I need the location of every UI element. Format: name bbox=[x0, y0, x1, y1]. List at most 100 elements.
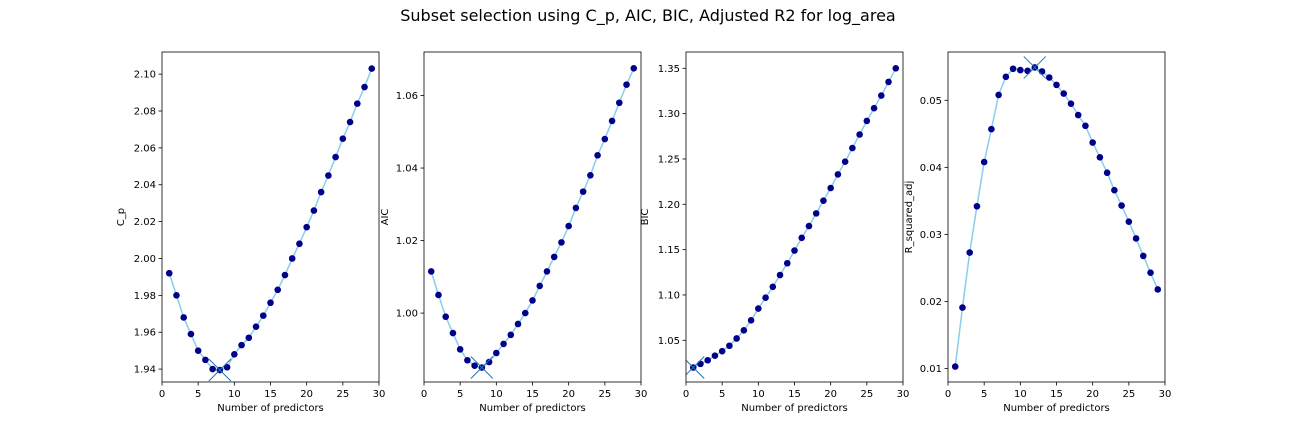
data-point-r2adj-17 bbox=[1067, 100, 1075, 107]
best-marker-r2adj bbox=[1023, 56, 1047, 79]
data-point-r2adj-15 bbox=[1053, 81, 1060, 89]
data-point-bic-12 bbox=[769, 283, 777, 291]
y-tick-label-cp-5: 2.04 bbox=[134, 180, 156, 191]
x-tick-label-aic-30: 30 bbox=[635, 389, 648, 400]
x-axis-label-aic: Number of predictors bbox=[479, 403, 586, 414]
best-marker-aic bbox=[470, 356, 494, 379]
y-tick-label-bic-5: 1.30 bbox=[658, 109, 680, 120]
best-marker-bic bbox=[686, 356, 705, 379]
data-point-cp-17 bbox=[281, 271, 289, 279]
data-point-cp-14 bbox=[259, 312, 267, 319]
plot-area-r2adj bbox=[951, 56, 1162, 370]
data-point-bic-19 bbox=[820, 197, 827, 204]
data-point-cp-21 bbox=[310, 207, 318, 214]
data-point-bic-14 bbox=[783, 259, 791, 267]
best-marker-cp bbox=[208, 358, 232, 382]
data-point-r2adj-7 bbox=[995, 91, 1002, 99]
data-point-bic-3 bbox=[704, 356, 711, 364]
data-point-bic-2 bbox=[697, 360, 704, 368]
data-point-r2adj-18 bbox=[1074, 111, 1082, 119]
data-point-aic-4 bbox=[449, 329, 457, 337]
y-tick-label-bic-3: 1.20 bbox=[658, 200, 680, 211]
data-point-aic-1 bbox=[427, 268, 435, 275]
data-point-cp-4 bbox=[187, 330, 195, 338]
data-point-cp-26 bbox=[346, 118, 354, 126]
x-tick-label-aic-20: 20 bbox=[562, 389, 575, 400]
data-point-aic-16 bbox=[536, 282, 544, 290]
data-point-r2adj-26 bbox=[1132, 235, 1140, 242]
data-point-bic-17 bbox=[805, 222, 813, 230]
best-marker-stroke bbox=[470, 356, 494, 379]
y-tick-label-r2adj-0: 0.01 bbox=[920, 364, 942, 375]
data-point-r2adj-25 bbox=[1125, 218, 1133, 225]
data-point-r2adj-22 bbox=[1103, 169, 1111, 177]
data-point-aic-19 bbox=[558, 239, 565, 246]
data-point-bic-13 bbox=[776, 271, 784, 279]
y-tick-label-aic-3: 1.06 bbox=[396, 91, 418, 102]
data-point-cp-7 bbox=[209, 365, 216, 373]
data-point-aic-17 bbox=[543, 268, 551, 275]
data-point-aic-9 bbox=[485, 358, 493, 366]
data-point-aic-14 bbox=[521, 309, 529, 317]
data-point-bic-27 bbox=[878, 92, 885, 99]
data-point-cp-23 bbox=[325, 172, 332, 179]
x-tick-label-r2adj-20: 20 bbox=[1086, 389, 1099, 400]
data-point-bic-7 bbox=[733, 335, 740, 342]
data-point-bic-21 bbox=[834, 171, 842, 178]
y-tick-label-cp-1: 1.96 bbox=[134, 328, 156, 339]
data-point-r2adj-28 bbox=[1147, 269, 1154, 276]
data-point-aic-12 bbox=[507, 331, 515, 339]
best-marker-stroke bbox=[686, 356, 705, 376]
data-point-aic-28 bbox=[623, 81, 630, 88]
data-point-aic-6 bbox=[464, 356, 471, 364]
y-axis-label-r2adj: R_squared_adj bbox=[904, 181, 915, 254]
x-axis-label-bic: Number of predictors bbox=[741, 403, 848, 414]
data-point-r2adj-24 bbox=[1118, 202, 1125, 209]
data-point-cp-11 bbox=[238, 341, 245, 349]
data-point-aic-20 bbox=[565, 222, 572, 230]
y-tick-label-cp-6: 2.06 bbox=[134, 143, 156, 154]
x-tick-label-aic-0: 0 bbox=[421, 389, 427, 400]
data-point-bic-28 bbox=[885, 78, 892, 86]
data-point-aic-5 bbox=[456, 346, 464, 353]
x-tick-label-cp-15: 15 bbox=[264, 389, 277, 400]
data-point-cp-19 bbox=[296, 240, 303, 248]
data-point-r2adj-11 bbox=[1024, 67, 1031, 75]
data-point-aic-24 bbox=[594, 152, 601, 159]
chart-cp: 0 5 10 15 20 25 30 1.94 1.96 1.98 2.00 2.02 2.04 2.06… bbox=[116, 51, 385, 414]
data-point-cp-27 bbox=[354, 100, 361, 107]
data-point-bic-20 bbox=[827, 184, 834, 192]
y-tick-label-bic-4: 1.25 bbox=[658, 154, 680, 165]
data-point-r2adj-4 bbox=[973, 202, 981, 210]
data-point-aic-3 bbox=[442, 313, 450, 321]
data-point-r2adj-8 bbox=[1002, 73, 1010, 81]
data-point-aic-18 bbox=[550, 253, 558, 261]
data-point-r2adj-23 bbox=[1111, 186, 1118, 194]
data-point-r2adj-20 bbox=[1089, 139, 1096, 146]
y-tick-label-bic-1: 1.10 bbox=[658, 290, 680, 301]
best-marker-stroke bbox=[208, 358, 232, 382]
data-point-bic-22 bbox=[841, 158, 849, 165]
chart-bic: 0 5 10 15 20 25 30 1.05 1.10 1.15 1.20 1.25 1.30 1.35… bbox=[640, 51, 909, 414]
plot-area-cp bbox=[165, 65, 376, 382]
data-point-bic-10 bbox=[755, 305, 762, 312]
x-tick-label-bic-5: 5 bbox=[719, 389, 725, 400]
data-point-cp-25 bbox=[339, 135, 347, 142]
y-tick-label-cp-7: 2.08 bbox=[134, 106, 156, 117]
x-tick-label-bic-10: 10 bbox=[752, 389, 765, 400]
x-axis-label-r2adj: Number of predictors bbox=[1003, 403, 1110, 414]
data-point-r2adj-13 bbox=[1038, 68, 1046, 75]
x-tick-label-cp-25: 25 bbox=[336, 389, 349, 400]
data-point-r2adj-2 bbox=[959, 304, 966, 311]
x-axis-label-cp: Number of predictors bbox=[217, 403, 324, 414]
data-point-aic-15 bbox=[529, 297, 536, 304]
y-tick-label-cp-0: 1.94 bbox=[134, 365, 156, 376]
x-tick-label-cp-20: 20 bbox=[300, 389, 313, 400]
x-tick-label-aic-15: 15 bbox=[526, 389, 539, 400]
data-point-cp-9 bbox=[223, 363, 231, 371]
x-tick-label-r2adj-0: 0 bbox=[945, 389, 951, 400]
y-axis-label-bic: BIC bbox=[640, 209, 651, 226]
x-tick-label-r2adj-25: 25 bbox=[1122, 389, 1135, 400]
data-point-r2adj-3 bbox=[966, 249, 973, 256]
y-tick-label-aic-1: 1.02 bbox=[396, 236, 418, 247]
